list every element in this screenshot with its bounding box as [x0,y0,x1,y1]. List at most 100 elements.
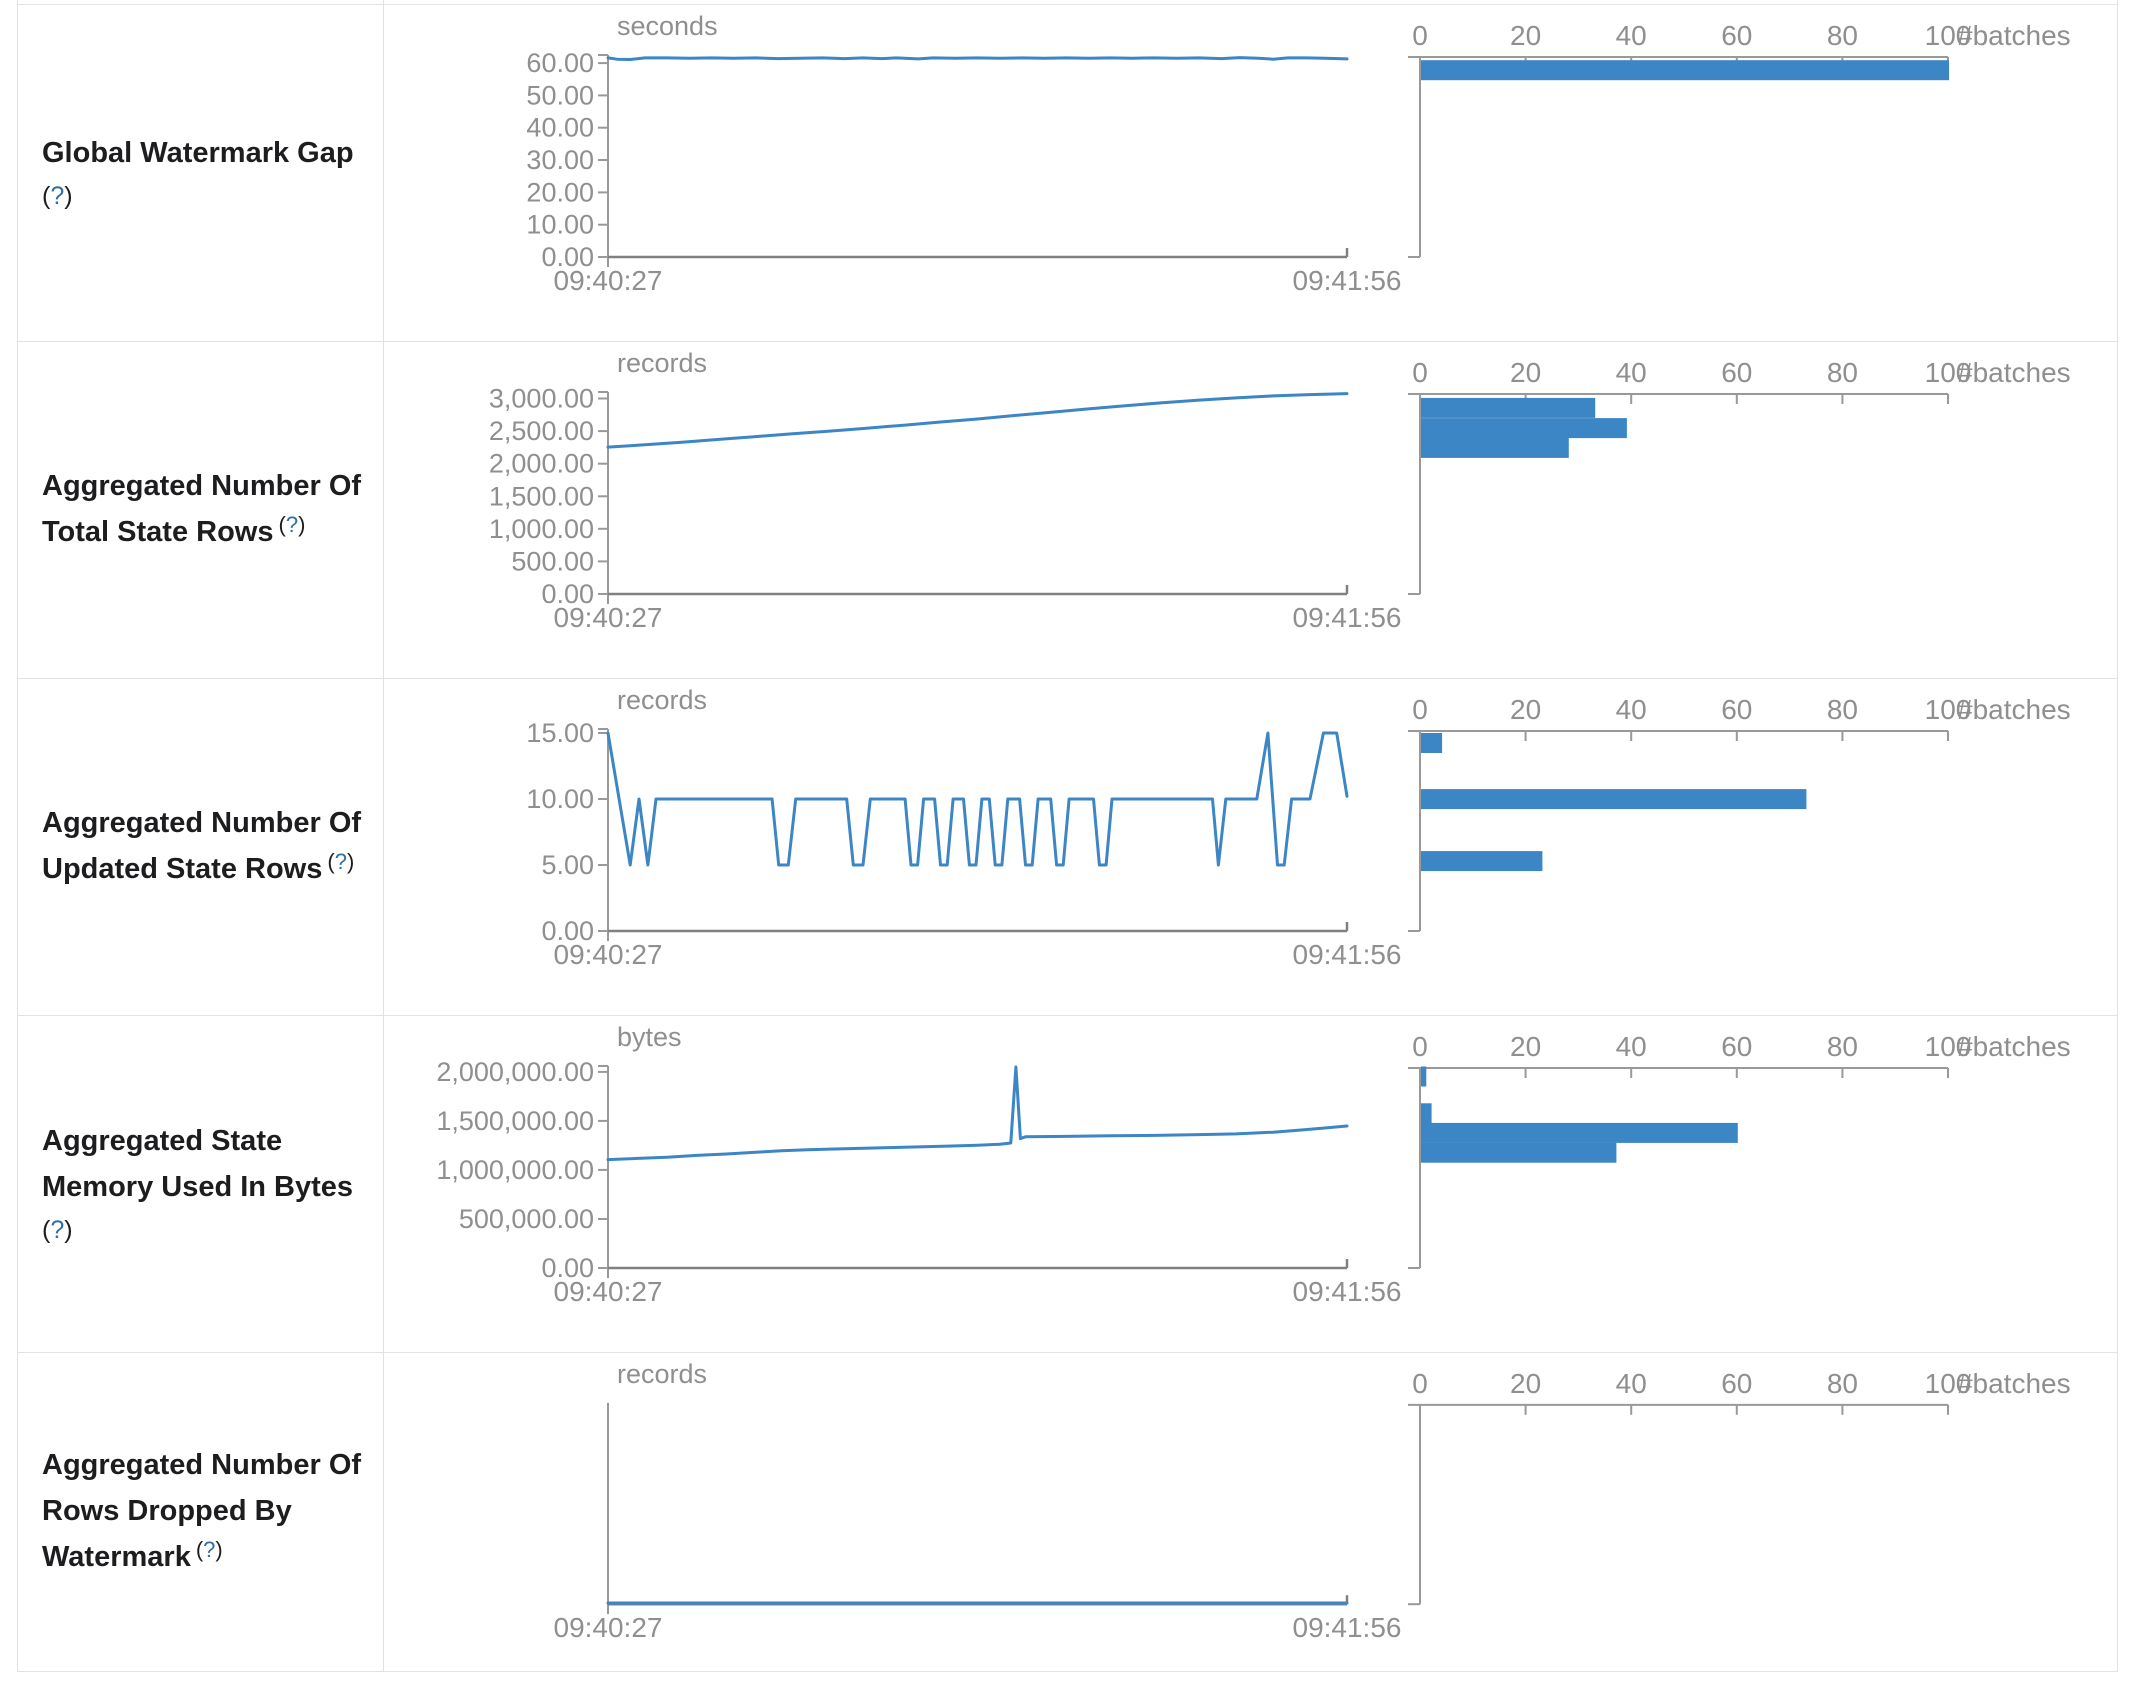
time-axis-start-label: 09:40:27 [554,602,663,633]
metric-label-text: Aggregated Number Of [42,1449,362,1481]
time-axis-start-label: 09:40:27 [554,1612,663,1643]
help-question-mark: ? [50,1216,65,1244]
batches-axis-tick-label: 100 [1925,694,1972,725]
help-paren: ) [346,849,355,874]
timeline-chart-cell: records 09:40:27 09:41:56 [384,1353,1401,1671]
help-paren: ) [215,1537,223,1562]
time-axis-start-label: 09:40:27 [554,939,663,970]
table-top-edge [17,0,2118,4]
batches-axis-unit-label: #batches [1957,1031,2071,1062]
chart-unit-label: records [617,685,707,715]
timeline-chart: records 3,000.002,500.002,000.001,500.001… [489,348,1401,633]
batches-axis-tick-label: 80 [1827,20,1858,51]
help-paren: ( [42,182,51,210]
timeline-series-line [606,731,1349,867]
y-axis-tick-label: 500,000.00 [459,1204,594,1234]
batches-axis-unit-label: #batches [1957,357,2071,388]
batches-axis-tick-label: 40 [1616,357,1647,388]
metric-row-aggregated-state-memory-used-in-bytes: Aggregated State Memory Used In Bytes (?) … [18,1016,2117,1353]
histogram-bar [1421,60,1949,81]
timeline-chart: records 09:40:27 09:41:56 [554,1359,1401,1643]
batches-axis-tick-label: 60 [1721,20,1752,51]
batches-axis-tick-label: 0 [1412,20,1428,51]
y-axis-tick-label: 1,000,000.00 [436,1155,594,1185]
batches-axis-tick-label: 60 [1721,694,1752,725]
y-axis-tick-label: 2,000,000.00 [436,1057,594,1087]
batches-axis-tick-label: 0 [1412,694,1428,725]
metric-label-line: Aggregated Number Of [42,800,361,846]
help-tooltip[interactable]: (?) [42,182,73,210]
metric-label-text: Total State Rows [42,516,274,548]
metric-label-line: Total State Rows (?) [42,509,361,557]
metric-label-cell: Aggregated State Memory Used In Bytes (?) [18,1016,384,1352]
metric-row-aggregated-total-state-rows: Aggregated Number Of Total State Rows (?) … [18,342,2117,679]
histogram-chart: 0 20 40 60 80 100#batches [1408,20,2071,258]
histogram-bar [1421,1122,1738,1143]
batches-axis-unit-label: #batches [1957,694,2071,725]
metric-label: Aggregated Number Of Total State Rows (?) [42,463,361,557]
chart-unit-label: records [617,348,707,378]
metric-label-line: Aggregated Number Of [42,463,361,509]
help-tooltip[interactable]: (?) [279,512,306,537]
metric-help-line: (?) [42,176,354,216]
metric-help-line: (?) [42,1210,353,1250]
y-axis-tick-label: 10.00 [526,784,594,814]
batches-axis-tick-label: 0 [1412,1368,1428,1399]
batches-axis-tick-label: 60 [1721,357,1752,388]
help-paren: ) [64,1216,73,1244]
batches-axis-tick-label: 20 [1510,20,1541,51]
timeline-chart-cell: bytes 2,000,000.00 1,500,000.00 1,000,000.0… [384,1016,1401,1352]
metric-label-cell: Aggregated Number Of Rows Dropped By Water… [18,1353,384,1671]
metric-label: Aggregated State Memory Used In Bytes (?) [42,1118,353,1250]
help-tooltip[interactable]: (?) [42,1216,73,1244]
metric-label: Aggregated Number Of Updated State Rows (?… [42,800,361,894]
metric-label-cell: Aggregated Number Of Updated State Rows (?… [18,679,384,1015]
y-axis-tick-label: 0.00 [541,916,594,946]
metric-label-cell: Aggregated Number Of Total State Rows (?) [18,342,384,678]
batches-axis-tick-label: 60 [1721,1368,1752,1399]
help-tooltip[interactable]: (?) [327,849,354,874]
histogram-bar [1421,733,1443,753]
batches-axis-tick-label: 100 [1925,20,1972,51]
metric-label-line: Aggregated Number Of [42,1442,361,1488]
help-paren: ( [327,849,335,874]
metric-label-line: Rows Dropped By [42,1488,361,1534]
histogram-chart: 0 20 40 60 80 100#batches [1408,357,2071,595]
metric-label-line: Watermark (?) [42,1534,361,1582]
metric-label-line: Aggregated State [42,1118,353,1164]
batches-axis-tick-label: 100 [1925,1368,1972,1399]
batches-axis-tick-label: 80 [1827,357,1858,388]
y-axis-tick-label: 3,000.00 [489,384,594,414]
chart-unit-label: records [617,1359,707,1389]
batches-axis-tick-label: 40 [1616,694,1647,725]
histogram-chart: 0 20 40 60 80 100#batches [1408,1368,2071,1606]
help-tooltip[interactable]: (?) [196,1537,223,1562]
help-question-mark: ? [285,512,299,537]
batches-axis-tick-label: 20 [1510,1031,1541,1062]
histogram-bar [1421,418,1627,439]
timeline-chart-cell: records 3,000.00 2,500.00 2,000.00 1,500.00 1… [384,342,1401,678]
y-axis-tick-label: 5.00 [541,850,594,880]
batches-axis-tick-label: 40 [1616,1368,1647,1399]
y-axis-tick-label: 2,500.00 [489,416,594,446]
batches-axis-tick-label: 20 [1510,1368,1541,1399]
batches-axis-tick-label: 0 [1412,1031,1428,1062]
batches-axis-tick-label: 20 [1510,357,1541,388]
y-axis-tick-label: 1,500.00 [489,481,594,511]
batches-axis-tick-label: 0 [1412,357,1428,388]
y-axis-tick-label: 15.00 [526,718,594,748]
y-axis-tick-label: 40.00 [526,113,594,143]
timeline-series-line [606,1065,1349,1162]
column-divider [383,0,384,4]
timeline-series-line [606,392,1349,449]
timeline-chart-cell: records 15.00 10.00 5.00 0.00 09:40:27 09:41:5… [384,679,1401,1015]
batches-axis-tick-label: 20 [1510,694,1541,725]
histogram-bar [1421,1142,1617,1163]
batches-axis-unit-label: #batches [1957,20,2071,51]
batches-axis-tick-label: 80 [1827,1368,1858,1399]
y-axis-tick-label: 30.00 [526,145,594,175]
time-axis-end-label: 09:41:56 [1293,265,1402,296]
chart-unit-label: bytes [617,1022,682,1052]
histogram-chart-cell: 0 20 40 60 80 100 #batches [1401,679,2117,1015]
help-question-mark: ? [334,849,347,874]
